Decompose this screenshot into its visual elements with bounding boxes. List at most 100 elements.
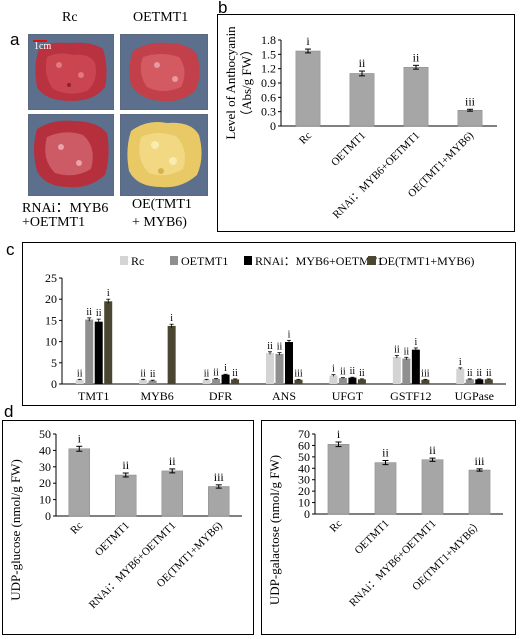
panel-letter-b: b [218,0,228,17]
chart-c-significance-label: ii [150,369,156,380]
udp-glucose-bar-chart: 0 10 20 30 40 50 i Rc ii OETMT1 ii RNAi：MYB6+OETMT1… [8,427,242,612]
chart-c-bar [329,375,338,384]
chart-d-left-y-tick-label: 40 [39,443,51,457]
chart-c-significance-label: ii [267,341,273,352]
chart-c-significance-label: ii [213,367,219,378]
chart-d-right-y-tick-label: 40 [298,461,310,475]
callus-red-image-oetmt1 [121,35,207,109]
chart-d-right-y-tick-label: 70 [298,427,310,441]
chart-d-left-bar [161,470,183,517]
chart-d-left-bar [115,474,137,517]
panel-letter-c: c [6,240,15,259]
chart-c-bar [456,368,465,384]
photo-oe [120,114,208,196]
callus-yellow-image [121,115,207,195]
chart-b-y-tick-label: 1.2 [261,62,276,76]
chart-c-bar [139,379,148,384]
chart-c-significance-label: ii [394,345,400,356]
chart-c-bar [411,349,420,384]
chart-c-y-tick-label: 0 [51,377,57,391]
chart-c-bar [402,358,411,384]
chart-d-left-y-tick-label: 0 [45,509,51,523]
chart-d-left-significance-label: ii [122,458,129,472]
chart-c-significance-label: ii [140,368,146,379]
chart-d-right-y-tick-label: 60 [298,438,310,452]
chart-c-bar [167,325,176,384]
chart-b-y-tick-label: 1.8 [261,33,276,47]
chart-b-y-tick-label: 0.3 [261,105,276,119]
panel-letter-a: a [10,30,20,49]
chart-c-significance-label: ii [340,367,346,378]
chart-b-ylabel: （Abs/g FW） [239,43,254,123]
chart-d-right-category-label: RNAi：MYB6+OETMT1 [347,518,439,610]
chart-c-significance-label: ii [359,368,365,379]
chart-c-category-label: GSTF12 [390,389,431,403]
chart-d-right-significance-label: i [337,427,341,441]
chart-d-right-bar [421,459,444,515]
chart-b-bar [295,50,321,127]
chart-c-y-tick-label: 15 [45,313,57,327]
chart-c-bar [465,379,474,384]
chart-c-bar [421,379,430,384]
chart-c-bar [275,353,284,384]
chart-d-right-ylabel: UDP-galactose (nmol/g FW) [267,455,282,605]
chart-b-y-tick-label: 1.5 [261,47,276,61]
chart-c-category-label: UGPase [455,389,494,403]
anthocyanin-bar-chart: 00.30.60.91.21.51.8 i Rc ii OETMT1 ii RNAi：MYB… [223,26,497,222]
photo-oetmt1 [120,34,208,110]
chart-c-y-tick-label: 20 [45,292,57,306]
chart-d-right-significance-label: ii [382,446,389,460]
chart-d-left-category-label: Rc [68,520,85,537]
chart-b-significance-label: iii [465,94,476,108]
chart-b-category-label: Rc [297,130,314,147]
chart-c-legend-swatch [120,256,128,265]
chart-d-left-y-tick-label: 10 [39,493,51,507]
chart-c-significance-label: ii [277,342,283,353]
chart-c-significance-label: ii [77,368,83,379]
chart-d-right-category-label: Rc [327,518,344,535]
chart-c-bar [94,321,103,384]
chart-c-bar [357,379,366,384]
panel-c-frame [22,242,516,406]
chart-c-significance-label: ii [477,368,483,379]
chart-c-bar [484,379,493,384]
chart-d-left-significance-label: i [78,431,82,445]
chart-c-significance-label: i [414,337,417,348]
chart-c-significance-label: ii [204,368,210,379]
photo-label-rnai-line1: RNAi：MYB6 [22,201,109,216]
chart-c-bar [221,374,230,384]
chart-d-left-ylabel: UDP-glucose (nmol/g FW) [8,459,23,601]
chart-c-bar [148,380,157,384]
photo-rnai [28,114,114,196]
chart-d-left-significance-label: iii [214,470,225,484]
callus-red-image [29,35,113,109]
chart-d-left-y-tick-label: 30 [39,460,51,474]
chart-b-y-tick-label: 0 [270,119,276,133]
chart-c-bar [266,353,274,384]
chart-b-bar [349,73,375,127]
chart-c-significance-label: ii [86,307,92,318]
chart-c-bar [212,378,221,384]
chart-b-significance-label: ii [413,50,420,64]
chart-c-significance-label: i [170,313,173,324]
chart-d-left-significance-label: ii [169,454,176,468]
chart-c-y-tick-label: 25 [45,271,57,285]
chart-b-y-tick-label: 0.9 [261,76,276,90]
chart-b-category-label: RNAi：MYB6+OETMT1 [331,130,423,222]
chart-c-significance-label: ii [350,366,356,377]
chart-c-category-label: TMT1 [78,389,109,403]
chart-c-bar [338,378,347,384]
gene-expression-bar-chart: 0 5 10 15 20 25 Rc OETMT1 RNAi：MYB6+OETMT1OE(TMT… [45,254,506,403]
chart-d-right-y-tick-label: 20 [298,484,310,498]
chart-d-left-y-tick-label: 50 [39,427,51,441]
chart-d-right-significance-label: ii [429,443,436,457]
chart-b-category-label: OETMT1 [329,130,368,169]
chart-c-bar [294,379,303,384]
chart-d-right-significance-label: iii [474,454,485,468]
chart-c-significance-label: i [224,363,227,374]
callus-red-image-rnai [29,115,113,195]
chart-d-left-category-label: RNAi：MYB6+OETMT1 [87,520,179,612]
chart-d-left-y-tick-label: 20 [39,476,51,490]
photo-label-oetmt1: OETMT1 [133,10,189,25]
chart-c-y-tick-label: 10 [45,335,57,349]
